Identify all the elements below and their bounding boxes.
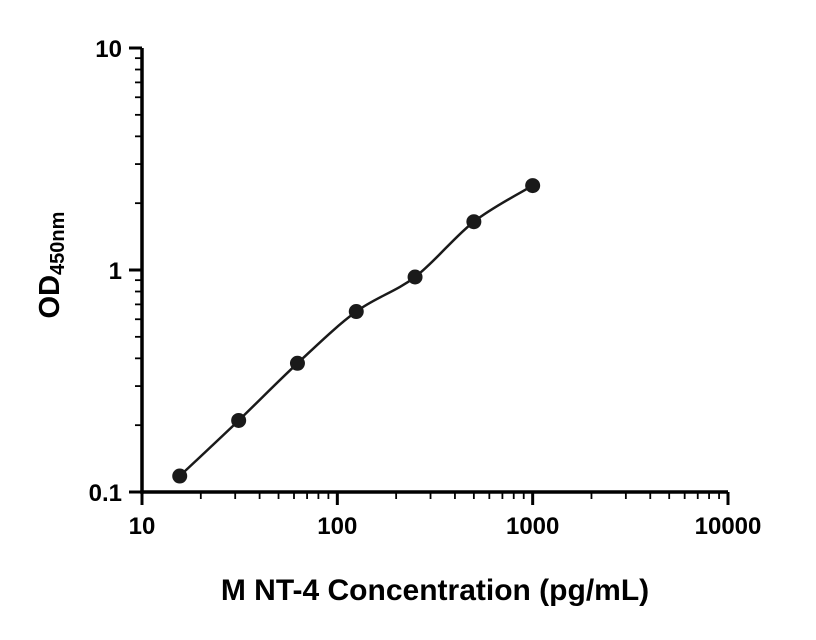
x-tick-label: 1000: [506, 513, 559, 540]
y-tick-label: 10: [95, 36, 122, 63]
standard-curve-line: [178, 184, 534, 477]
x-tick-label: 10000: [695, 513, 762, 540]
y-tick-label: 1: [109, 258, 122, 285]
y-axis-title-subscript: 450nm: [47, 211, 69, 275]
data-point-marker: [172, 468, 188, 484]
x-tick-label: 10: [129, 513, 156, 540]
data-point-marker: [289, 355, 305, 371]
x-axis-title: M NT-4 Concentration (pg/mL): [220, 574, 650, 607]
data-point-marker: [466, 214, 482, 230]
y-axis-title-main: OD: [34, 274, 66, 319]
y-tick-label: 0.1: [89, 480, 122, 507]
y-axis-title: OD450nm: [34, 212, 70, 319]
data-point-marker: [348, 304, 364, 320]
data-point-marker: [231, 412, 247, 428]
x-tick-label: 100: [317, 513, 357, 540]
data-point-marker: [525, 178, 541, 194]
data-point-marker: [407, 269, 423, 285]
